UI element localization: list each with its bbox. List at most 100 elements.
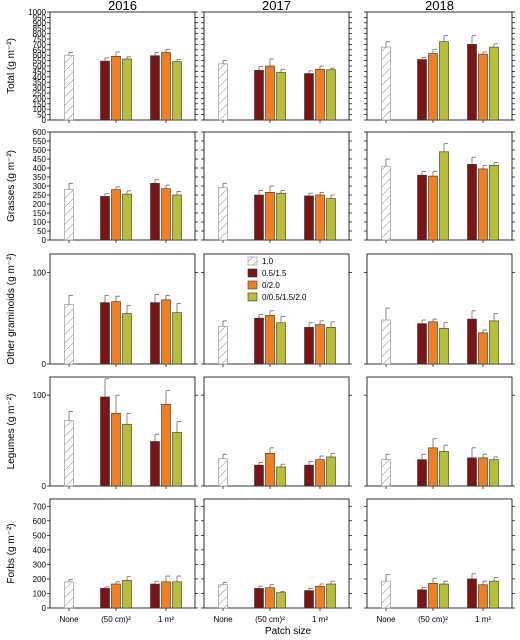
y-tick-label: 300 [33, 182, 47, 191]
bar-50cm-series-2 [439, 41, 449, 121]
y-tick-label: 400 [33, 164, 47, 173]
panel-r4-c0: 0 100 200 300 400 500 600 700 None (50 cm)² 1 m² [33, 498, 198, 624]
panel-r4-c1: None (50 cm)² 1 m² [201, 498, 352, 624]
panel-r0-c2 [364, 11, 515, 123]
bar-50cm-series-1 [428, 175, 438, 241]
bar-50cm-series-1 [111, 55, 121, 121]
bar-50cm-series-1 [111, 189, 121, 241]
y-tick-label: 250 [33, 191, 47, 200]
y-tick-label: 300 [33, 84, 47, 93]
x-tick-label: (50 cm)² [418, 615, 448, 624]
bar-50cm-series-1 [265, 452, 275, 487]
bar-1m-series-1 [478, 332, 488, 365]
legend-label-3: 0/0.5/1.5/2.0 [262, 293, 307, 302]
bar-50cm-series-1 [428, 582, 438, 609]
y-tick-label: 700 [33, 40, 47, 49]
y-tick-label: 150 [33, 209, 47, 218]
y-tick-label: 350 [33, 78, 47, 87]
y-tick-label: 450 [33, 155, 47, 164]
legend: 1.0 0.5/1.5 0/2.0 0/0.5/1.5/2.0 [247, 256, 307, 302]
y-tick-label: 200 [33, 575, 47, 584]
panel-r2-c1 [201, 253, 352, 367]
bar-1m-series-0 [304, 327, 314, 365]
bar-1m-series-2 [172, 194, 182, 241]
panel-r3-c1 [201, 376, 352, 489]
legend-label-0: 1.0 [262, 257, 274, 266]
y-tick-label: 900 [33, 19, 47, 28]
bar-1m-series-1 [161, 403, 171, 487]
year-labels: 2016 2017 2018 [108, 0, 454, 13]
y-tick-label: 800 [33, 30, 47, 39]
bar-50cm-series-2 [122, 423, 132, 487]
bar-1m-series-2 [489, 459, 499, 487]
bar-none [381, 319, 391, 365]
y-tick-label: 400 [33, 73, 47, 82]
bar-50cm-series-0 [100, 302, 110, 365]
bar-1m-series-0 [467, 457, 477, 487]
bar-none [64, 304, 74, 365]
panel-r1-c1 [201, 131, 352, 243]
y-tick-label: 250 [33, 89, 47, 98]
y-tick-label: 500 [33, 62, 47, 71]
bar-1m-series-2 [326, 583, 336, 609]
y-axis-title: Other graminoids (g m⁻²) [6, 253, 17, 364]
bar-50cm-series-1 [265, 65, 275, 121]
bar-1m-series-1 [478, 168, 488, 241]
y-tick-label: 0 [42, 360, 47, 369]
bar-50cm-series-2 [439, 151, 449, 241]
y-tick-label: 100 [33, 218, 47, 227]
bar-1m-series-0 [467, 164, 477, 241]
y-tick-label: 100 [33, 105, 47, 114]
bar-50cm-series-2 [439, 583, 449, 609]
panels: Total (g m⁻²)050100150200250300350400450… [6, 8, 515, 624]
bar-50cm-series-0 [254, 464, 264, 487]
bar-50cm-series-0 [100, 60, 110, 121]
bar-50cm-series-0 [417, 589, 427, 609]
bar-1m-series-1 [478, 457, 488, 487]
panel-r0-c1 [201, 11, 352, 123]
bar-50cm-series-0 [417, 459, 427, 487]
bar-50cm-series-0 [254, 317, 264, 365]
bar-1m-series-0 [304, 590, 314, 609]
y-axis-title: Forbs (g m⁻²) [6, 523, 17, 583]
y-tick-label: 950 [33, 13, 47, 22]
panel-r0-c0: 0501001502002503003504004505005506006507… [28, 8, 198, 125]
bar-none [218, 326, 228, 365]
bar-50cm-series-0 [100, 396, 110, 487]
bar-50cm-series-2 [122, 580, 132, 609]
y-axis-title: Grasses (g m⁻²) [6, 150, 17, 222]
bar-1m-series-0 [304, 195, 314, 241]
bar-none [381, 165, 391, 241]
bar-50cm-series-2 [276, 592, 286, 609]
bar-1m-series-0 [304, 464, 314, 487]
bar-1m-series-1 [161, 299, 171, 365]
year-label-2018: 2018 [425, 0, 454, 13]
bar-none [64, 581, 74, 609]
bar-50cm-series-0 [254, 70, 264, 121]
bar-1m-series-2 [326, 198, 336, 241]
y-tick-label: 50 [37, 111, 46, 120]
y-tick-label: 650 [33, 46, 47, 55]
y-tick-label: 150 [33, 100, 47, 109]
bar-1m-series-2 [489, 580, 499, 609]
bar-50cm-series-0 [417, 174, 427, 241]
y-tick-label: 700 [33, 502, 47, 511]
bar-50cm-series-2 [276, 72, 286, 121]
y-tick-label: 0 [42, 116, 47, 125]
bar-50cm-series-2 [439, 327, 449, 365]
y-tick-label: 200 [33, 200, 47, 209]
bar-1m-series-1 [315, 585, 325, 609]
bar-50cm-series-2 [122, 313, 132, 365]
x-tick-label: None [376, 615, 396, 624]
bar-1m-series-2 [172, 581, 182, 609]
y-tick-label: 550 [33, 137, 47, 146]
bar-50cm-series-2 [122, 193, 132, 241]
bar-1m-series-0 [304, 73, 314, 121]
bar-1m-series-0 [150, 583, 160, 609]
bar-none [218, 63, 228, 121]
bar-1m-series-1 [161, 581, 171, 609]
x-tick-label: 1 m² [312, 615, 328, 624]
bar-1m-series-2 [172, 432, 182, 487]
y-tick-label: 400 [33, 546, 47, 555]
